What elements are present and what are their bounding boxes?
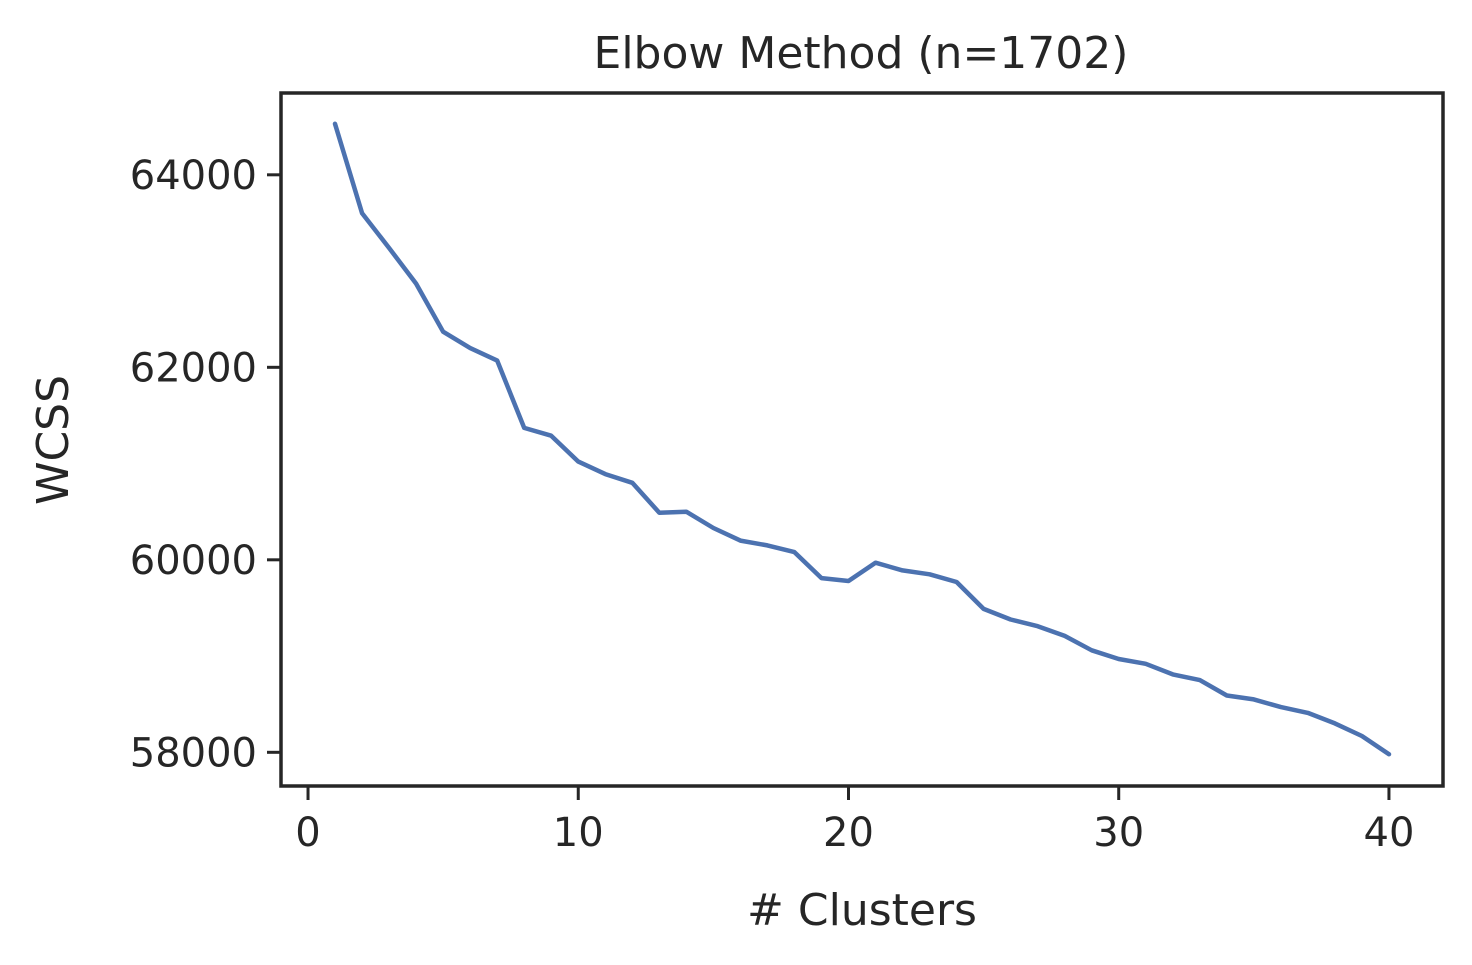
chart-title: Elbow Method (n=1702) (594, 28, 1129, 79)
series-line-wcss (332, 121, 1392, 757)
y-tick-label: 60000 (130, 538, 257, 584)
x-tick-label: 10 (553, 810, 604, 856)
x-tick-label: 0 (295, 810, 320, 856)
plot-area (332, 121, 1392, 757)
y-tick-label: 62000 (130, 345, 257, 391)
x-tick-label: 30 (1093, 810, 1144, 856)
x-tick-label: 20 (823, 810, 874, 856)
x-tick-label: 40 (1364, 810, 1415, 856)
y-axis-label: WCSS (28, 375, 79, 505)
plot-frame (279, 91, 1445, 788)
x-axis: 0 10 20 30 40 (295, 786, 1414, 856)
y-axis: 58000 60000 62000 64000 (130, 153, 281, 776)
y-tick-label: 58000 (130, 730, 257, 776)
y-tick-label: 64000 (130, 153, 257, 199)
x-axis-label: # Clusters (747, 885, 977, 936)
